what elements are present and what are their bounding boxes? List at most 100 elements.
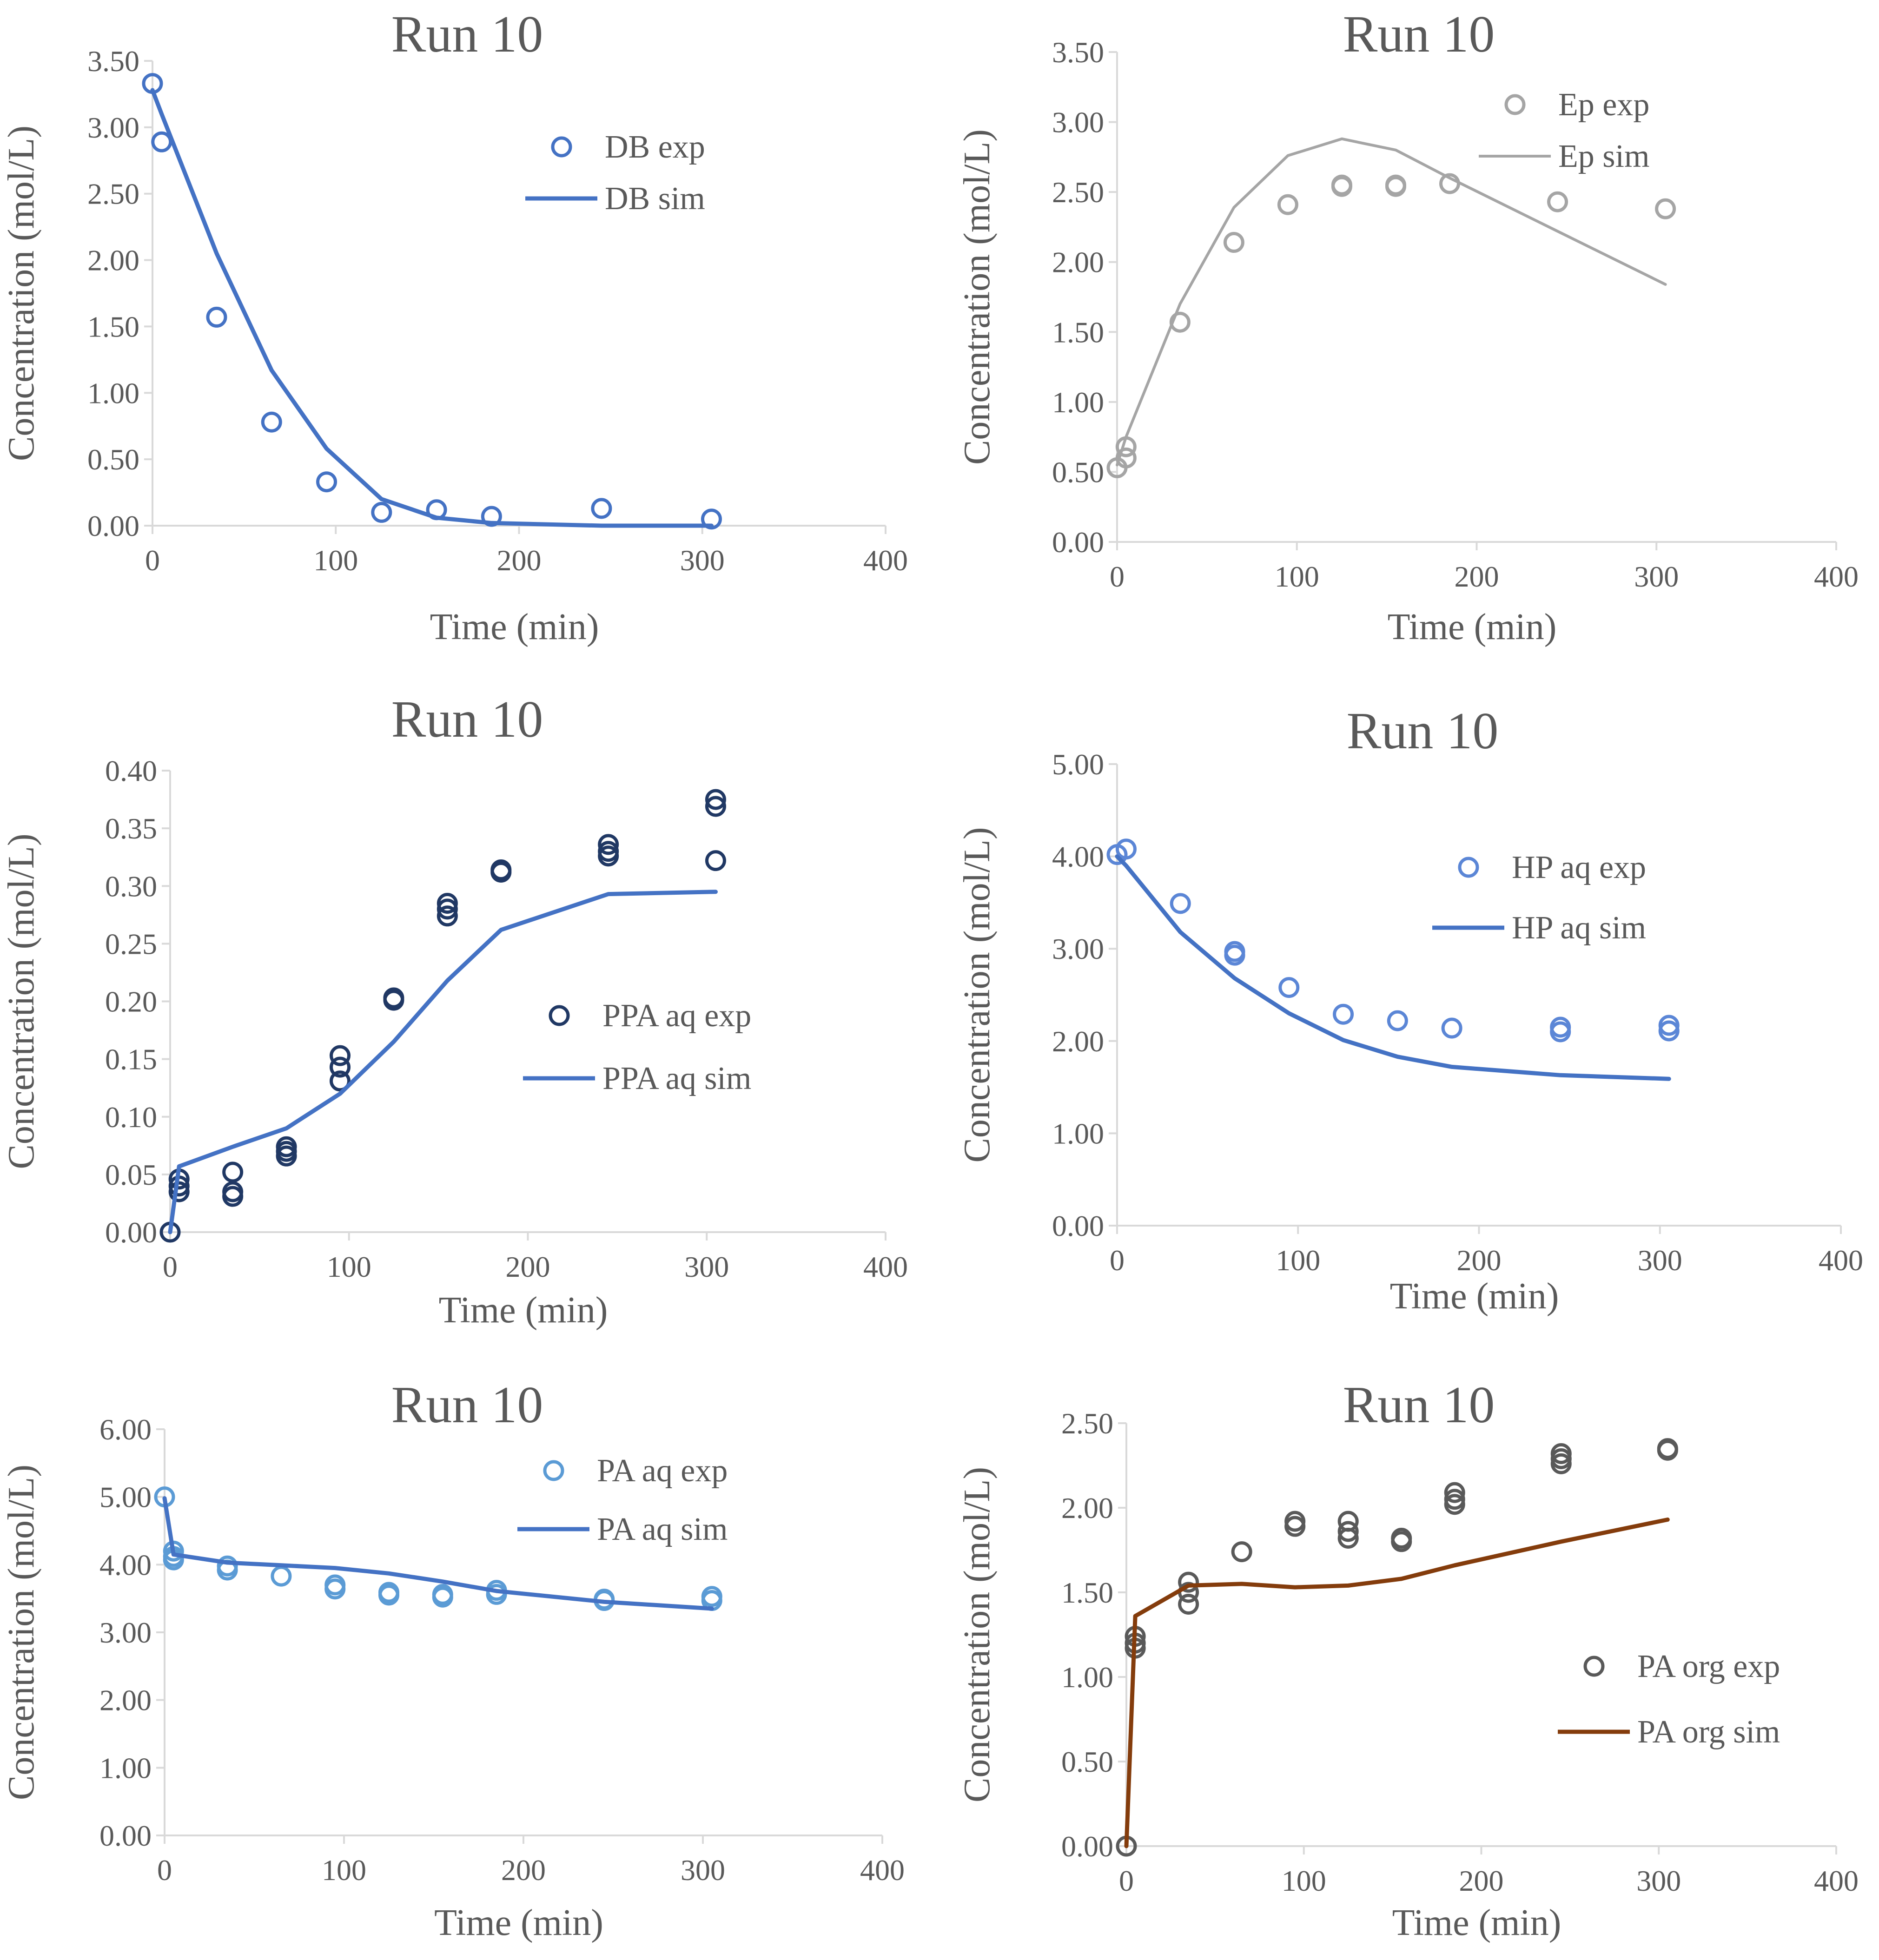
data-point bbox=[1385, 176, 1406, 197]
data-point bbox=[1547, 191, 1568, 212]
y-tick-label: 0.00 bbox=[1052, 526, 1104, 559]
y-tick-label: 6.00 bbox=[99, 1413, 152, 1446]
chart-title: Run 10 bbox=[391, 6, 543, 63]
series-line-ep-sim bbox=[1116, 137, 1667, 467]
legend-marker-symbol bbox=[551, 136, 572, 158]
series-line-ppa-aq-sim bbox=[168, 890, 718, 1234]
x-tick-label: 200 bbox=[497, 544, 542, 577]
legend-marker-symbol bbox=[543, 1460, 564, 1481]
x-tick-label: 400 bbox=[863, 1250, 908, 1283]
y-tick-label: 0.50 bbox=[87, 443, 139, 476]
y-tick-label: 0.05 bbox=[105, 1158, 157, 1191]
data-point bbox=[1115, 838, 1137, 860]
y-tick-label: 1.00 bbox=[1052, 386, 1104, 419]
x-axis-label: Time (min) bbox=[434, 1902, 603, 1943]
chart-panel-4: Run 10 0.00 1.00 2.00 3.00 4.00 5.00 0 100 200 300… bbox=[957, 702, 1863, 1317]
y-tick-label: 1.00 bbox=[1061, 1661, 1113, 1694]
data-point bbox=[1658, 1020, 1680, 1042]
y-tick-label: 1.50 bbox=[1061, 1576, 1113, 1609]
data-point bbox=[276, 1145, 297, 1167]
x-tick-label: 0 bbox=[157, 1854, 172, 1887]
chart-panel-5: Run 10 0.00 1.00 2.00 3.00 4.00 5.00 6.00 0 100 20… bbox=[1, 1376, 905, 1943]
data-point bbox=[261, 411, 282, 433]
y-tick-label: 1.50 bbox=[1052, 316, 1104, 349]
data-point bbox=[705, 850, 726, 871]
y-tick-label: 3.00 bbox=[99, 1616, 152, 1649]
y-tick-label: 0.20 bbox=[105, 985, 157, 1018]
y-tick-label: 5.00 bbox=[1052, 748, 1104, 781]
y-axis-label: Concentration (mol/L) bbox=[957, 1467, 998, 1802]
x-tick-label: 400 bbox=[1819, 1244, 1863, 1277]
x-tick-label: 100 bbox=[322, 1854, 366, 1887]
data-point bbox=[1224, 944, 1245, 966]
x-axis-label: Time (min) bbox=[1390, 1276, 1559, 1317]
y-axis-label: Concentration (mol/L) bbox=[1, 833, 42, 1169]
data-point bbox=[1331, 176, 1352, 197]
y-tick-label: 2.00 bbox=[1052, 1025, 1104, 1058]
x-tick-label: 100 bbox=[313, 544, 358, 577]
data-point bbox=[151, 131, 172, 152]
y-tick-label: 2.00 bbox=[1052, 246, 1104, 279]
data-point bbox=[371, 502, 392, 523]
x-axis-label: Time (min) bbox=[1388, 607, 1557, 647]
y-tick-label: 3.00 bbox=[87, 111, 139, 144]
y-tick-label: 0.00 bbox=[87, 509, 139, 542]
x-tick-label: 100 bbox=[1282, 1864, 1326, 1897]
x-tick-label: 400 bbox=[860, 1854, 905, 1887]
y-tick-label: 3.00 bbox=[1052, 932, 1104, 965]
y-axis-label: Concentration (mol/L) bbox=[957, 827, 998, 1162]
y-axis-label: Concentration (mol/L) bbox=[1, 1465, 42, 1800]
y-tick-label: 0.35 bbox=[105, 812, 157, 845]
x-tick-label: 200 bbox=[501, 1854, 546, 1887]
data-point bbox=[1391, 1531, 1412, 1552]
y-tick-label: 2.50 bbox=[1052, 176, 1104, 209]
series-line-hp-aq-sim bbox=[1115, 854, 1671, 1081]
legend-marker-symbol bbox=[1583, 1656, 1605, 1677]
x-axis-label: Time (min) bbox=[1392, 1902, 1561, 1943]
data-point bbox=[1550, 1021, 1571, 1043]
series-line-pa-org-sim bbox=[1124, 1518, 1670, 1848]
data-point bbox=[1178, 1593, 1199, 1615]
data-point bbox=[432, 1586, 453, 1608]
chart-panel-1: Run 10 0.00 0.50 1.00 1.50 2.00 2.50 3.00 3.50 0 1… bbox=[1, 6, 908, 647]
data-point bbox=[271, 1565, 292, 1587]
y-tick-label: 0.15 bbox=[105, 1043, 157, 1076]
x-tick-label: 100 bbox=[327, 1250, 371, 1283]
data-point bbox=[330, 1070, 351, 1092]
legend-label: PA aq sim bbox=[597, 1511, 728, 1547]
y-tick-label: 0.10 bbox=[105, 1101, 157, 1134]
y-axis-label: Concentration (mol/L) bbox=[957, 129, 998, 465]
data-point bbox=[222, 1161, 244, 1183]
y-tick-label: 0.50 bbox=[1061, 1745, 1113, 1778]
x-tick-label: 200 bbox=[1459, 1864, 1504, 1897]
data-point bbox=[1223, 232, 1244, 253]
data-point bbox=[1277, 194, 1298, 215]
y-tick-label: 1.00 bbox=[87, 376, 139, 409]
data-point bbox=[1337, 1521, 1359, 1542]
x-tick-label: 300 bbox=[1636, 1864, 1681, 1897]
legend-label: HP aq sim bbox=[1512, 910, 1646, 946]
y-tick-label: 2.00 bbox=[99, 1684, 152, 1717]
y-tick-label: 0.40 bbox=[105, 754, 157, 787]
y-tick-label: 0.00 bbox=[105, 1216, 157, 1249]
y-tick-label: 3.50 bbox=[87, 45, 139, 78]
chart-panel-6: Run 10 0.00 0.50 1.00 1.50 2.00 2.50 0 100 200 300… bbox=[957, 1376, 1859, 1943]
x-tick-label: 100 bbox=[1275, 560, 1319, 593]
legend-label: PA aq exp bbox=[597, 1453, 728, 1489]
legend-label: Ep exp bbox=[1558, 87, 1649, 123]
data-point bbox=[598, 834, 619, 855]
series-line-pa-aq-sim bbox=[162, 1496, 714, 1611]
y-tick-label: 0.00 bbox=[1061, 1830, 1113, 1863]
data-point bbox=[330, 1056, 351, 1078]
y-tick-label: 3.00 bbox=[1052, 106, 1104, 139]
x-tick-label: 400 bbox=[863, 544, 908, 577]
legend-label: PA org exp bbox=[1637, 1649, 1780, 1684]
data-point bbox=[1170, 893, 1191, 914]
x-tick-label: 0 bbox=[1110, 1244, 1125, 1277]
data-point bbox=[486, 1584, 507, 1605]
y-tick-label: 2.00 bbox=[1061, 1491, 1113, 1524]
y-tick-label: 0.00 bbox=[99, 1819, 152, 1852]
data-point bbox=[1444, 1494, 1465, 1515]
data-point bbox=[598, 845, 619, 867]
data-point bbox=[1284, 1516, 1306, 1537]
